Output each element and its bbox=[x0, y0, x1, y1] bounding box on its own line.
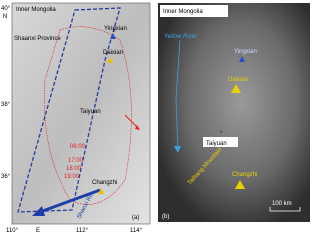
river-label: Yellow River bbox=[164, 34, 198, 40]
scale-bar bbox=[269, 207, 301, 212]
station bbox=[235, 180, 245, 189]
station bbox=[231, 84, 241, 93]
region-label: Inner Mongolia bbox=[16, 7, 56, 13]
lat-tick: N bbox=[3, 14, 7, 20]
city-label: Yingxian bbox=[234, 49, 257, 55]
arrow bbox=[39, 188, 101, 214]
time-label: 19:00 bbox=[64, 174, 80, 180]
city-label: Daixian bbox=[103, 50, 123, 56]
lat-tick: 38° bbox=[1, 102, 11, 108]
lon-tick: E bbox=[36, 228, 40, 234]
city-label: Daixian bbox=[228, 77, 248, 83]
lat-tick: 40° bbox=[1, 6, 11, 12]
boundary bbox=[44, 26, 132, 205]
lon-tick: 112° bbox=[76, 228, 89, 234]
lon-tick: 114° bbox=[130, 228, 143, 234]
panel-a: Inner Mongolia Shaanxi Province Yingxian… bbox=[1, 2, 151, 234]
arrow-head bbox=[135, 125, 140, 130]
station bbox=[239, 56, 245, 62]
figure: Inner Mongolia Shaanxi Province Yingxian… bbox=[1, 2, 310, 234]
arrow-head bbox=[32, 206, 45, 216]
rift-zone bbox=[17, 7, 121, 213]
river bbox=[175, 39, 181, 151]
panel-label: (a) bbox=[132, 215, 139, 221]
time-label: 06:00 bbox=[70, 144, 86, 150]
region-label: Shaanxi Province bbox=[14, 36, 61, 42]
panel-b: Inner Mongolia Yellow River Yingxian Dai… bbox=[158, 3, 310, 222]
label-box bbox=[160, 5, 228, 17]
city-label: Yingxian bbox=[104, 26, 127, 32]
city-label: Changzhi bbox=[92, 180, 117, 186]
station bbox=[107, 57, 113, 63]
city-label: Taiyuan bbox=[206, 141, 227, 147]
capital-marker: * bbox=[220, 131, 223, 137]
city-label: Taiyuan bbox=[80, 109, 101, 115]
station bbox=[110, 33, 116, 39]
city-label: Changzhi bbox=[232, 172, 257, 178]
arrow-head bbox=[174, 146, 181, 153]
satellite-image bbox=[158, 3, 310, 222]
lat-tick: 36° bbox=[1, 174, 11, 180]
station bbox=[98, 188, 104, 194]
time-label: 17:00 bbox=[68, 158, 84, 164]
label-box bbox=[203, 137, 238, 147]
map-frame bbox=[11, 2, 151, 225]
scale-label: 100 km bbox=[272, 201, 292, 207]
panel-label: (b) bbox=[162, 214, 169, 220]
arrow bbox=[124, 114, 139, 129]
lon-tick: 110° bbox=[6, 228, 19, 234]
time-label: 18:00 bbox=[66, 166, 82, 172]
region-label: Inner Mongolia bbox=[163, 9, 203, 15]
